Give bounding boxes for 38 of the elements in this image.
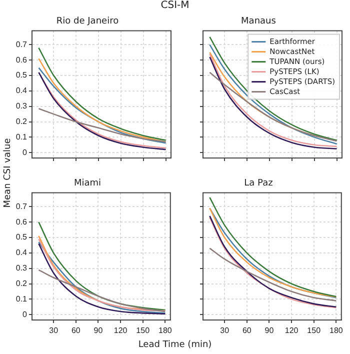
y-tick-label: 0.2	[16, 278, 28, 288]
x-tick-label: 150	[307, 326, 322, 336]
x-tick-label: 120	[284, 326, 299, 336]
x-tick-label: 90	[264, 326, 274, 336]
line-series	[38, 269, 166, 312]
x-tick-label: 30	[49, 326, 59, 336]
x-tick-label: 150	[136, 326, 150, 336]
y-tick-label: 0.1	[16, 132, 28, 142]
chart-title: Rio de Janeiro	[56, 16, 120, 27]
y-tick-label: 0.6	[16, 55, 28, 64]
y-tick-label: 0.4	[16, 248, 28, 258]
x-tick-label: 180	[158, 326, 172, 336]
x-tick-label: 90	[94, 326, 104, 336]
chart-title: Miami	[74, 178, 102, 189]
y-tick-label: 0.3	[16, 102, 28, 111]
y-axis-title: Mean CSI value	[3, 137, 13, 210]
chart-title: La Paz	[244, 178, 274, 189]
y-tick-label: 0.7	[16, 202, 28, 211]
y-tick-label: 0.1	[16, 294, 28, 304]
y-tick-label: 0.4	[16, 86, 28, 96]
text: CSI-M	[160, 0, 190, 11]
y-tick-label: 0.2	[16, 116, 28, 126]
y-tick-label: 0.3	[16, 264, 28, 273]
chart-title: Manaus	[241, 16, 276, 27]
y-tick-label: 0.6	[16, 217, 28, 226]
line-series	[38, 108, 166, 142]
x-tick-label: 180	[329, 326, 344, 336]
x-tick-label: 30	[220, 326, 230, 336]
x-tick-label: 60	[242, 326, 252, 336]
x-tick-label: 60	[71, 326, 81, 336]
y-tick-label: 0	[22, 310, 28, 319]
y-tick-label: 0.7	[16, 40, 28, 49]
y-tick-label: 0.5	[16, 232, 28, 242]
y-tick-label: 0	[22, 148, 28, 157]
y-tick-label: 0.5	[16, 70, 28, 80]
line-series	[38, 221, 166, 311]
x-tick-label: 120	[114, 326, 128, 336]
x-axis-title: Lead Time (min)	[137, 340, 213, 350]
